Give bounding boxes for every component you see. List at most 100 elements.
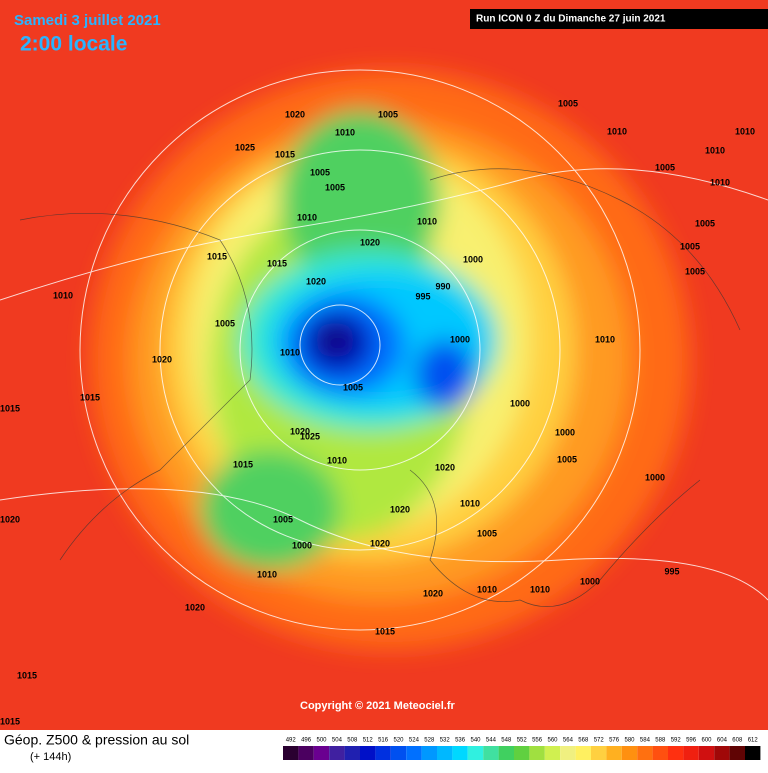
isobar-label: 1020 <box>306 276 326 286</box>
legend-label: 572 <box>594 738 605 744</box>
legend-label: 524 <box>409 738 420 744</box>
isobar-label: 1005 <box>215 318 235 328</box>
isobar-label: 1005 <box>685 266 705 276</box>
isobar-label: 1025 <box>235 142 255 152</box>
local-time: 2:00 locale <box>20 33 127 56</box>
isobar-label: 995 <box>664 566 679 576</box>
legend-label: 536 <box>455 738 466 744</box>
isobar-label: 1020 <box>285 109 305 119</box>
isobar-label: 1005 <box>558 98 578 108</box>
isobar-label: 1000 <box>450 334 470 344</box>
isobar-label: 1015 <box>0 403 20 413</box>
isobar-label: 1020 <box>290 426 310 436</box>
legend-swatch <box>467 746 484 760</box>
isobar-label: 1015 <box>207 251 227 261</box>
isobar-label: 1005 <box>378 109 398 119</box>
isobar-label: 1010 <box>335 127 355 137</box>
legend-label: 500 <box>316 738 327 744</box>
isobar-label: 1020 <box>360 237 380 247</box>
legend-swatch <box>298 746 314 760</box>
legend-swatch <box>745 746 761 760</box>
copyright: Copyright © 2021 Meteociel.fr <box>300 700 456 712</box>
legend-label: 512 <box>363 738 374 744</box>
legend-label: 596 <box>686 738 697 744</box>
isobar-label: 1010 <box>257 569 277 579</box>
legend-swatch <box>544 746 561 760</box>
isobar-label: 1020 <box>390 504 410 514</box>
legend-swatch <box>421 746 437 760</box>
legend-label: 556 <box>532 738 543 744</box>
run-info: Run ICON 0 Z du Dimanche 27 juin 2021 <box>476 14 666 25</box>
run-info-box <box>470 9 768 29</box>
legend-swatch <box>652 746 668 760</box>
legend-swatch <box>313 746 330 760</box>
lead-time: (+ 144h) <box>30 751 71 763</box>
legend-swatch <box>329 746 345 760</box>
isobar-label: 1010 <box>327 455 347 465</box>
valid-date: Samedi 3 juillet 2021 <box>14 12 161 29</box>
isobar-label: 1010 <box>735 126 755 136</box>
coastlines <box>19 168 741 607</box>
isobar-label: 1010 <box>710 177 730 187</box>
isobar-label: 1005 <box>343 382 363 392</box>
isobar-label: 1015 <box>267 258 287 268</box>
legend-label: 612 <box>748 738 759 744</box>
legend-swatch <box>344 746 360 760</box>
legend-label: 564 <box>563 738 574 744</box>
legend-label: 520 <box>393 738 404 744</box>
isobar-label: 1005 <box>557 454 577 464</box>
isobar-label: 1000 <box>645 472 665 482</box>
isobar-label: 1020 <box>185 602 205 612</box>
isobar-label: 1020 <box>370 538 390 548</box>
legend-swatch <box>375 746 391 760</box>
isobar-label: 1005 <box>655 162 675 172</box>
legend-label: 504 <box>332 738 343 744</box>
isobar-labels: 1020 1010 1005 1025 1015 1005 1005 1010 1020 1010… <box>0 98 755 726</box>
legend-label: 492 <box>286 738 297 744</box>
isobar-label: 1020 <box>152 354 172 364</box>
color-legend: 492 496 500 504 508 512 516 520 524 528 532 536 540 5… <box>283 738 761 760</box>
legend-swatch <box>698 746 715 760</box>
legend-swatch <box>591 746 607 760</box>
legend-swatch <box>498 746 514 760</box>
isobar-lines <box>0 69 768 631</box>
isobar-label: 1010 <box>530 584 550 594</box>
isobar-label: 1000 <box>555 427 575 437</box>
isobar-label: 995 <box>415 291 430 301</box>
legend-label: 528 <box>424 738 435 744</box>
legend-label: 580 <box>624 738 635 744</box>
geopotential-field <box>90 70 690 650</box>
isobar-label: 1015 <box>0 716 20 726</box>
isobar-label: 1000 <box>463 254 483 264</box>
legend-swatch <box>360 746 376 760</box>
legend-swatch <box>483 746 499 760</box>
legend-label: 540 <box>470 738 481 744</box>
legend-label: 608 <box>732 738 743 744</box>
field-title: Géop. Z500 & pression au sol <box>4 732 189 748</box>
isobar-label: 1010 <box>595 334 615 344</box>
isobar-label: 1005 <box>273 514 293 524</box>
isobar-label: 1005 <box>695 218 715 228</box>
isobar-label: 1005 <box>680 241 700 251</box>
isobar-label: 1010 <box>297 212 317 222</box>
legend-label: 604 <box>717 738 728 744</box>
isobar-label: 1020 <box>435 462 455 472</box>
isobar-label: 1010 <box>705 145 725 155</box>
isobar-label: 1010 <box>53 290 73 300</box>
legend-label: 600 <box>701 738 712 744</box>
isobar-label: 1010 <box>607 126 627 136</box>
isobar-label: 1015 <box>275 149 295 159</box>
legend-swatch <box>283 746 299 760</box>
isobar-label: 990 <box>435 281 450 291</box>
isobar-label: 1010 <box>477 584 497 594</box>
isobar-label: 1015 <box>375 626 395 636</box>
legend-swatch <box>668 746 684 760</box>
isobar-label: 1015 <box>17 670 37 680</box>
legend-swatch <box>621 746 638 760</box>
isobar-label: 1005 <box>325 182 345 192</box>
isobar-label: 1025 <box>300 431 320 441</box>
isobar-label: 1005 <box>477 528 497 538</box>
isobar-label: 1000 <box>580 576 600 586</box>
legend-label: 532 <box>440 738 451 744</box>
